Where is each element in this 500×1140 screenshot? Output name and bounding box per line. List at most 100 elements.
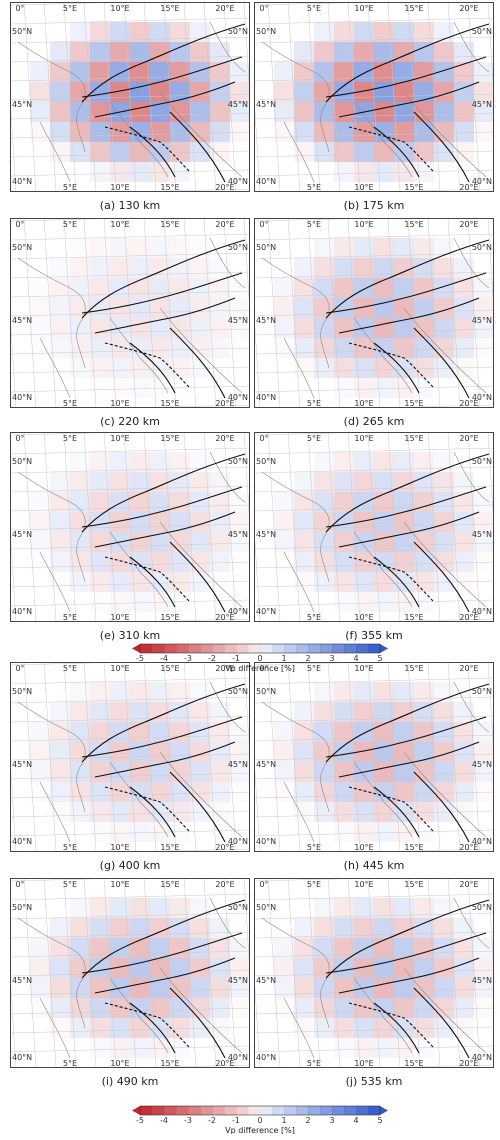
lat-tick-left: 50°N bbox=[12, 903, 32, 912]
lon-tick-top: 5°E bbox=[307, 4, 321, 13]
graticule bbox=[254, 662, 494, 852]
lat-tick-right: 40°N bbox=[472, 393, 492, 402]
lat-tick-right: 40°N bbox=[228, 1053, 248, 1062]
lat-tick-right: 50°N bbox=[228, 243, 248, 252]
lon-tick-bottom: 10°E bbox=[110, 843, 129, 852]
colorbar-tick: -1 bbox=[232, 1116, 240, 1125]
lat-tick-left: 40°N bbox=[12, 607, 32, 616]
lat-tick-right: 45°N bbox=[472, 976, 492, 985]
lon-tick-top: 0° bbox=[259, 434, 268, 443]
lat-tick-right: 45°N bbox=[472, 530, 492, 539]
anomaly-field bbox=[274, 682, 494, 842]
colorbar-tick: 1 bbox=[281, 654, 286, 663]
anomaly-field bbox=[30, 682, 250, 842]
lon-tick-bottom: 10°E bbox=[354, 843, 373, 852]
map-plot: 0° 5°E 5°E 10°E 10°E 15°E 15°E 20°E 20°E 50°N 50°N… bbox=[10, 878, 250, 1068]
tectonic-lines bbox=[325, 239, 490, 399]
map-panel: 0° 5°E 5°E 10°E 10°E 15°E 15°E 20°E 20°E 50°N 50°N… bbox=[10, 218, 250, 428]
map-panel: 0° 5°E 5°E 10°E 10°E 15°E 15°E 20°E 20°E 50°N 50°N… bbox=[10, 662, 250, 872]
lon-tick-bottom: 5°E bbox=[63, 399, 77, 408]
colorbar: -5 -4 -3 -2 -1 0 1 2 3 4 5 Vp difference [%] bbox=[0, 642, 500, 676]
tectonic-lines bbox=[325, 683, 490, 843]
lon-tick-bottom: 15°E bbox=[160, 183, 179, 192]
lat-tick-right: 40°N bbox=[228, 607, 248, 616]
map-panel: 0° 5°E 5°E 10°E 10°E 15°E 15°E 20°E 20°E 50°N 50°N… bbox=[254, 662, 494, 872]
lat-tick-right: 40°N bbox=[228, 837, 248, 846]
lat-tick-left: 40°N bbox=[256, 837, 276, 846]
lat-tick-right: 45°N bbox=[228, 760, 248, 769]
lon-tick-top: 5°E bbox=[63, 880, 77, 889]
panel-caption: (c) 220 km bbox=[100, 415, 160, 428]
lat-tick-right: 45°N bbox=[472, 760, 492, 769]
lat-tick-right: 40°N bbox=[472, 1053, 492, 1062]
lon-tick-bottom: 15°E bbox=[160, 613, 179, 622]
map-panel: 0° 5°E 5°E 10°E 10°E 15°E 15°E 20°E 20°E 50°N 50°N… bbox=[254, 2, 494, 212]
lon-tick-top: 10°E bbox=[354, 4, 373, 13]
lon-tick-top: 15°E bbox=[404, 4, 423, 13]
lon-tick-top: 10°E bbox=[354, 434, 373, 443]
lon-tick-top: 15°E bbox=[160, 220, 179, 229]
lat-tick-right: 50°N bbox=[228, 457, 248, 466]
lon-tick-top: 0° bbox=[15, 664, 24, 673]
lat-tick-right: 45°N bbox=[472, 100, 492, 109]
map-plot: 0° 5°E 5°E 10°E 10°E 15°E 15°E 20°E 20°E 50°N 50°N… bbox=[254, 432, 494, 622]
lat-tick-left: 40°N bbox=[12, 1053, 32, 1062]
lat-tick-left: 50°N bbox=[12, 243, 32, 252]
map-plot: 0° 5°E 5°E 10°E 10°E 15°E 15°E 20°E 20°E 50°N 50°N… bbox=[10, 662, 250, 852]
lon-tick-top: 5°E bbox=[63, 220, 77, 229]
graticule bbox=[254, 2, 494, 192]
lon-tick-top: 10°E bbox=[110, 434, 129, 443]
lat-tick-right: 40°N bbox=[472, 177, 492, 186]
lon-tick-bottom: 20°E bbox=[215, 183, 234, 192]
graticule bbox=[10, 878, 250, 1068]
coastline bbox=[261, 681, 490, 843]
panel-caption: (j) 535 km bbox=[345, 1075, 403, 1088]
lat-tick-left: 45°N bbox=[256, 530, 276, 539]
tectonic-lines bbox=[81, 453, 246, 613]
lon-tick-top: 0° bbox=[259, 880, 268, 889]
lat-tick-right: 50°N bbox=[472, 903, 492, 912]
coastline bbox=[261, 237, 490, 399]
lon-tick-bottom: 20°E bbox=[459, 183, 478, 192]
lon-tick-top: 10°E bbox=[354, 880, 373, 889]
lat-tick-left: 50°N bbox=[256, 243, 276, 252]
lon-tick-bottom: 5°E bbox=[63, 613, 77, 622]
colorbar-tick: -5 bbox=[136, 1116, 144, 1125]
colorbar-tick: -1 bbox=[232, 654, 240, 663]
lat-tick-right: 45°N bbox=[228, 976, 248, 985]
lat-tick-left: 45°N bbox=[12, 530, 32, 539]
panel-caption: (i) 490 km bbox=[101, 1075, 159, 1088]
lon-tick-top: 15°E bbox=[160, 434, 179, 443]
colorbar-tick: 5 bbox=[377, 654, 382, 663]
lon-tick-top: 0° bbox=[15, 4, 24, 13]
lat-tick-right: 45°N bbox=[228, 316, 248, 325]
colorbar-tick: 0 bbox=[257, 1116, 262, 1125]
colorbar-tick: 3 bbox=[329, 1116, 334, 1125]
lon-tick-top: 15°E bbox=[404, 434, 423, 443]
lon-tick-top: 15°E bbox=[404, 220, 423, 229]
lon-tick-bottom: 10°E bbox=[354, 613, 373, 622]
lon-tick-bottom: 5°E bbox=[63, 843, 77, 852]
lon-tick-top: 15°E bbox=[160, 4, 179, 13]
anomaly-field bbox=[30, 22, 250, 182]
anomaly-field bbox=[274, 898, 494, 1058]
coastline bbox=[17, 681, 246, 843]
lon-tick-top: 15°E bbox=[404, 880, 423, 889]
graticule bbox=[10, 2, 250, 192]
lon-tick-bottom: 5°E bbox=[307, 843, 321, 852]
coastline bbox=[17, 451, 246, 613]
graticule bbox=[10, 218, 250, 408]
tectonic-lines bbox=[325, 453, 490, 613]
lon-tick-top: 20°E bbox=[459, 880, 478, 889]
lon-tick-bottom: 15°E bbox=[404, 843, 423, 852]
lat-tick-left: 40°N bbox=[12, 837, 32, 846]
map-panel: 0° 5°E 5°E 10°E 10°E 15°E 15°E 20°E 20°E 50°N 50°N… bbox=[254, 878, 494, 1088]
lon-tick-top: 20°E bbox=[215, 880, 234, 889]
colorbar-label: Vp difference [%] bbox=[225, 664, 295, 672]
lon-tick-top: 20°E bbox=[215, 220, 234, 229]
lon-tick-bottom: 20°E bbox=[459, 843, 478, 852]
panel-caption: (b) 175 km bbox=[343, 199, 405, 212]
lat-tick-right: 50°N bbox=[472, 243, 492, 252]
lat-tick-right: 45°N bbox=[228, 530, 248, 539]
lon-tick-top: 15°E bbox=[160, 880, 179, 889]
